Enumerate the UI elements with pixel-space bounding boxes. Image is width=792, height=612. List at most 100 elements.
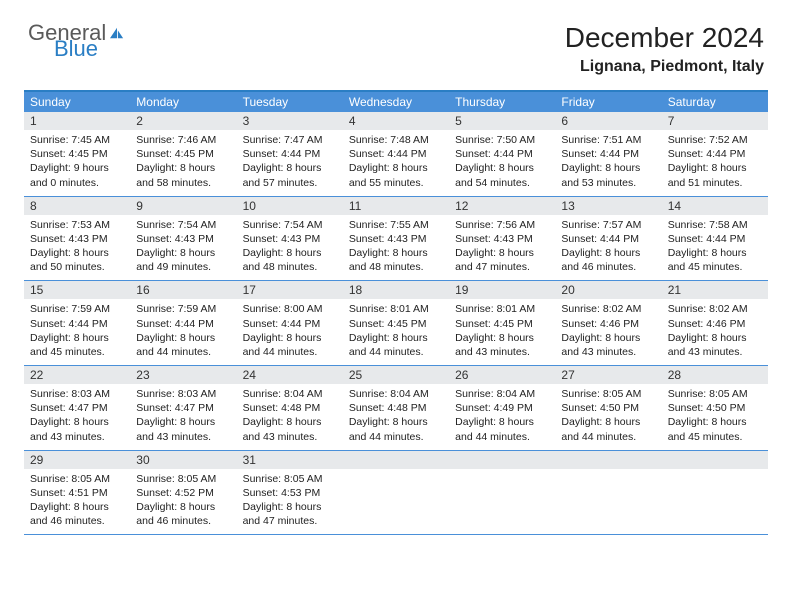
day-cell: Sunrise: 8:04 AMSunset: 4:48 PMDaylight:… [343, 384, 449, 450]
day-cell: Sunrise: 7:51 AMSunset: 4:44 PMDaylight:… [555, 130, 661, 196]
day-cell: Sunrise: 7:55 AMSunset: 4:43 PMDaylight:… [343, 215, 449, 281]
daylight-line: Daylight: 8 hours and 44 minutes. [349, 415, 443, 443]
sunset-line: Sunset: 4:51 PM [30, 486, 124, 500]
sunset-line: Sunset: 4:45 PM [455, 317, 549, 331]
daylight-line: Daylight: 8 hours and 54 minutes. [455, 161, 549, 189]
sunset-line: Sunset: 4:44 PM [30, 317, 124, 331]
day-number: 4 [343, 112, 449, 130]
sunset-line: Sunset: 4:45 PM [349, 317, 443, 331]
day-cell: Sunrise: 8:01 AMSunset: 4:45 PMDaylight:… [449, 299, 555, 365]
day-cell: Sunrise: 8:02 AMSunset: 4:46 PMDaylight:… [555, 299, 661, 365]
day-cell: Sunrise: 8:04 AMSunset: 4:49 PMDaylight:… [449, 384, 555, 450]
sunset-line: Sunset: 4:45 PM [136, 147, 230, 161]
sunrise-line: Sunrise: 8:05 AM [561, 387, 655, 401]
daylight-line: Daylight: 8 hours and 51 minutes. [668, 161, 762, 189]
day-number: 12 [449, 197, 555, 215]
daylight-line: Daylight: 8 hours and 45 minutes. [30, 331, 124, 359]
day-number [343, 451, 449, 469]
sunset-line: Sunset: 4:49 PM [455, 401, 549, 415]
sunrise-line: Sunrise: 7:57 AM [561, 218, 655, 232]
sunrise-line: Sunrise: 7:52 AM [668, 133, 762, 147]
month-title: December 2024 [565, 22, 764, 54]
daylight-line: Daylight: 8 hours and 45 minutes. [668, 246, 762, 274]
sunset-line: Sunset: 4:53 PM [243, 486, 337, 500]
sunset-line: Sunset: 4:43 PM [30, 232, 124, 246]
sunrise-line: Sunrise: 7:54 AM [136, 218, 230, 232]
day-cell [662, 469, 768, 535]
sunset-line: Sunset: 4:48 PM [243, 401, 337, 415]
day-number: 19 [449, 281, 555, 299]
sunrise-line: Sunrise: 8:05 AM [30, 472, 124, 486]
day-header: Sunday [24, 92, 130, 112]
day-number: 21 [662, 281, 768, 299]
sunset-line: Sunset: 4:47 PM [30, 401, 124, 415]
logo-word-blue: Blue [54, 38, 126, 60]
sunset-line: Sunset: 4:44 PM [136, 317, 230, 331]
week-row: 15161718192021Sunrise: 7:59 AMSunset: 4:… [24, 281, 768, 366]
daylight-line: Daylight: 8 hours and 49 minutes. [136, 246, 230, 274]
day-number [662, 451, 768, 469]
sunset-line: Sunset: 4:48 PM [349, 401, 443, 415]
sunset-line: Sunset: 4:46 PM [668, 317, 762, 331]
day-number-row: 15161718192021 [24, 281, 768, 299]
sunrise-line: Sunrise: 7:51 AM [561, 133, 655, 147]
day-cell: Sunrise: 7:54 AMSunset: 4:43 PMDaylight:… [130, 215, 236, 281]
sunrise-line: Sunrise: 8:05 AM [668, 387, 762, 401]
day-number-row: 891011121314 [24, 197, 768, 215]
day-number: 1 [24, 112, 130, 130]
day-cell: Sunrise: 8:05 AMSunset: 4:50 PMDaylight:… [662, 384, 768, 450]
day-number: 9 [130, 197, 236, 215]
sunrise-line: Sunrise: 8:01 AM [455, 302, 549, 316]
day-number: 27 [555, 366, 661, 384]
day-cell: Sunrise: 8:00 AMSunset: 4:44 PMDaylight:… [237, 299, 343, 365]
day-header: Tuesday [237, 92, 343, 112]
daylight-line: Daylight: 8 hours and 43 minutes. [668, 331, 762, 359]
sunset-line: Sunset: 4:44 PM [243, 147, 337, 161]
sunset-line: Sunset: 4:43 PM [136, 232, 230, 246]
title-block: December 2024 Lignana, Piedmont, Italy [565, 22, 764, 76]
day-cell: Sunrise: 8:04 AMSunset: 4:48 PMDaylight:… [237, 384, 343, 450]
daylight-line: Daylight: 8 hours and 43 minutes. [455, 331, 549, 359]
daylight-line: Daylight: 8 hours and 44 minutes. [136, 331, 230, 359]
day-number: 24 [237, 366, 343, 384]
daylight-line: Daylight: 8 hours and 48 minutes. [243, 246, 337, 274]
day-number: 8 [24, 197, 130, 215]
sunset-line: Sunset: 4:44 PM [561, 147, 655, 161]
daylight-line: Daylight: 8 hours and 44 minutes. [455, 415, 549, 443]
sunset-line: Sunset: 4:47 PM [136, 401, 230, 415]
day-cell [449, 469, 555, 535]
day-header: Wednesday [343, 92, 449, 112]
day-cell [555, 469, 661, 535]
day-number: 14 [662, 197, 768, 215]
day-cell: Sunrise: 7:58 AMSunset: 4:44 PMDaylight:… [662, 215, 768, 281]
sunset-line: Sunset: 4:44 PM [668, 232, 762, 246]
sunrise-line: Sunrise: 8:05 AM [136, 472, 230, 486]
sunrise-line: Sunrise: 7:46 AM [136, 133, 230, 147]
sunrise-line: Sunrise: 8:05 AM [243, 472, 337, 486]
logo: General Blue [28, 22, 126, 60]
daylight-line: Daylight: 8 hours and 44 minutes. [349, 331, 443, 359]
sunrise-line: Sunrise: 8:03 AM [136, 387, 230, 401]
day-number: 22 [24, 366, 130, 384]
sunset-line: Sunset: 4:46 PM [561, 317, 655, 331]
sunrise-line: Sunrise: 7:59 AM [136, 302, 230, 316]
sunrise-line: Sunrise: 7:50 AM [455, 133, 549, 147]
daylight-line: Daylight: 8 hours and 46 minutes. [136, 500, 230, 528]
day-number: 17 [237, 281, 343, 299]
sunrise-line: Sunrise: 8:02 AM [668, 302, 762, 316]
day-cell: Sunrise: 7:56 AMSunset: 4:43 PMDaylight:… [449, 215, 555, 281]
sunrise-line: Sunrise: 8:01 AM [349, 302, 443, 316]
day-number: 10 [237, 197, 343, 215]
daylight-line: Daylight: 8 hours and 46 minutes. [561, 246, 655, 274]
sunset-line: Sunset: 4:44 PM [243, 317, 337, 331]
day-cell: Sunrise: 7:53 AMSunset: 4:43 PMDaylight:… [24, 215, 130, 281]
day-number: 16 [130, 281, 236, 299]
day-cell: Sunrise: 8:03 AMSunset: 4:47 PMDaylight:… [130, 384, 236, 450]
sunset-line: Sunset: 4:43 PM [349, 232, 443, 246]
sunrise-line: Sunrise: 8:00 AM [243, 302, 337, 316]
week-row: 22232425262728Sunrise: 8:03 AMSunset: 4:… [24, 366, 768, 451]
daylight-line: Daylight: 8 hours and 57 minutes. [243, 161, 337, 189]
day-number: 7 [662, 112, 768, 130]
day-number: 28 [662, 366, 768, 384]
day-header: Saturday [662, 92, 768, 112]
